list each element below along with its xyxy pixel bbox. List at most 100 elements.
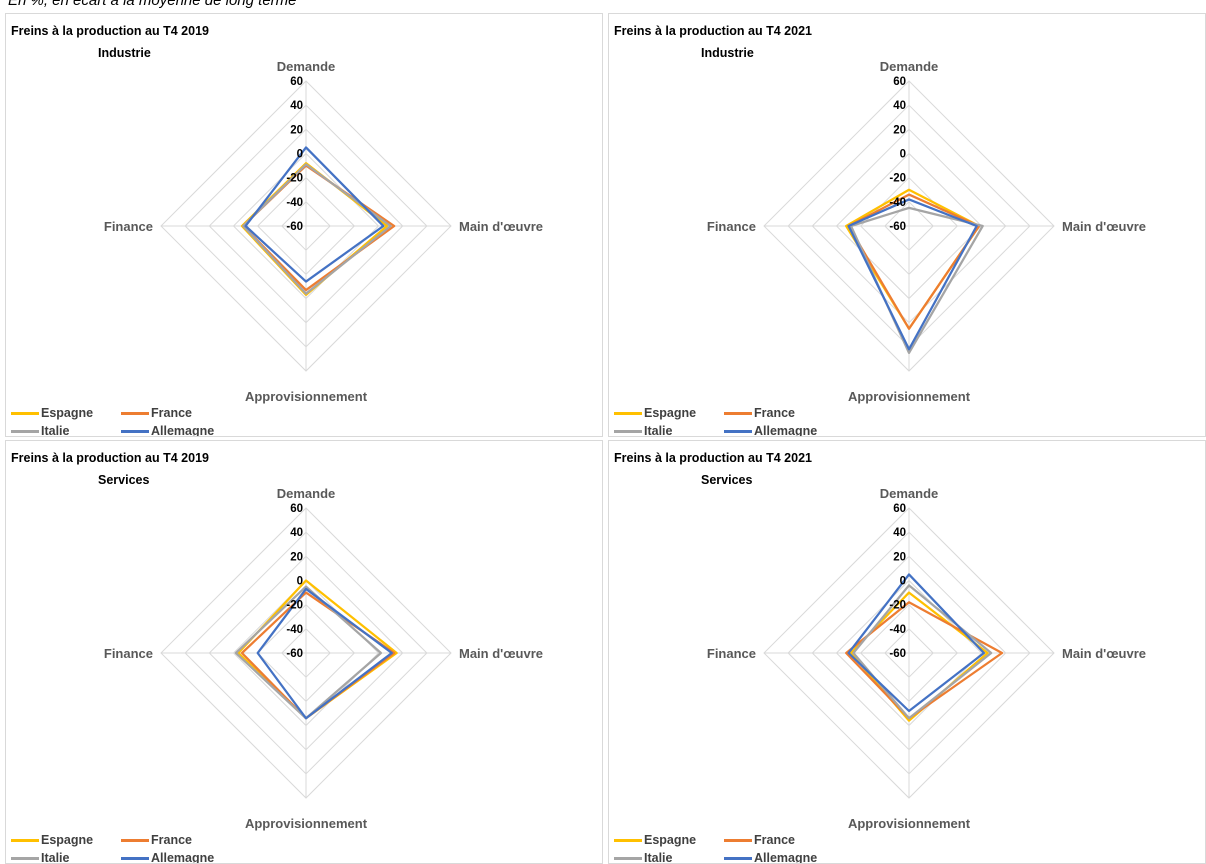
radar-chart: -60 -40 -20 0 20 40 60 Demande Main d'œuvre Appro…: [104, 59, 543, 404]
legend: Espagne France Italie Allemagne: [11, 406, 271, 437]
legend-swatch: [614, 411, 642, 415]
legend-label: Espagne: [41, 406, 94, 420]
axis-label: Main d'œuvre: [459, 219, 543, 234]
tick-label: -60: [889, 648, 906, 660]
tick-label: -60: [286, 221, 303, 233]
radar-chart: -60 -40 -20 0 20 40 60 Demande Main d'œuvre Appro…: [707, 59, 1146, 404]
legend: Espagne France Italie Allemagne: [614, 406, 874, 437]
legend-label: Espagne: [41, 833, 94, 847]
legend-swatch: [614, 856, 642, 860]
legend-label: Allemagne: [754, 424, 818, 437]
legend-swatch: [121, 411, 149, 415]
axis-label: Demande: [277, 59, 336, 74]
legend-label: Allemagne: [151, 424, 215, 437]
radar-panel-industrie-2019: Freins à la production au T4 2019 Indust…: [5, 13, 603, 437]
tick-label: -40: [889, 197, 906, 209]
chart-subtitle: En %, en écart à la moyenne de long term…: [8, 0, 297, 9]
legend-swatch: [724, 856, 752, 860]
legend-swatch: [11, 856, 39, 860]
legend-item-espagne: Espagne: [614, 406, 696, 420]
legend-label: France: [151, 406, 192, 420]
legend-label: Espagne: [644, 833, 697, 847]
legend-label: France: [754, 833, 795, 847]
series-line-italie: [849, 206, 984, 354]
legend: Espagne France Italie Allemagne: [614, 833, 874, 864]
tick-label: 20: [893, 124, 906, 136]
tick-label: 0: [297, 149, 303, 161]
legend-item-france: France: [724, 406, 795, 420]
axis-label: Main d'œuvre: [459, 646, 543, 661]
legend-item-italie: Italie: [11, 424, 70, 437]
radar-panel-services-2019: Freins à la production au T4 2019 Servic…: [5, 440, 603, 864]
legend-label: Espagne: [644, 406, 697, 420]
series-line-france: [240, 591, 396, 720]
legend: Espagne France Italie Allemagne: [11, 833, 271, 864]
legend-swatch: [724, 411, 752, 415]
legend-swatch: [11, 429, 39, 433]
axis-label: Approvisionnement: [245, 816, 368, 831]
legend-label: Italie: [41, 851, 70, 864]
tick-label: 60: [290, 503, 303, 515]
series-line-allemagne: [244, 146, 385, 283]
tick-label: 60: [893, 76, 906, 88]
tick-label: 0: [900, 149, 906, 161]
tick-label: -40: [286, 624, 303, 636]
legend-swatch: [614, 838, 642, 842]
series-line-allemagne: [847, 198, 978, 351]
legend-label: France: [151, 833, 192, 847]
legend-swatch: [121, 856, 149, 860]
legend-label: France: [754, 406, 795, 420]
tick-label: -40: [286, 197, 303, 209]
legend-swatch: [724, 429, 752, 433]
radar-panel-industrie-2021: Freins à la production au T4 2021 Indust…: [608, 13, 1206, 437]
panel-sector: Services: [98, 473, 150, 487]
series-line-france: [847, 193, 981, 330]
legend-item-allemagne: Allemagne: [724, 851, 818, 864]
axis-label: Approvisionnement: [848, 389, 971, 404]
tick-label: -20: [889, 600, 906, 612]
legend-label: Allemagne: [754, 851, 818, 864]
series-line-allemagne: [256, 587, 393, 720]
series-line-italie: [852, 584, 993, 720]
legend-item-espagne: Espagne: [11, 833, 93, 847]
legend-item-france: France: [121, 833, 192, 847]
legend-swatch: [614, 429, 642, 433]
legend-item-france: France: [121, 406, 192, 420]
tick-label: 20: [893, 551, 906, 563]
legend-item-italie: Italie: [614, 851, 673, 864]
axis-label: Approvisionnement: [848, 816, 971, 831]
legend-swatch: [724, 838, 752, 842]
tick-label: -60: [286, 648, 303, 660]
legend-item-italie: Italie: [11, 851, 70, 864]
axis-label: Demande: [880, 59, 939, 74]
legend-swatch: [11, 838, 39, 842]
legend-swatch: [121, 429, 149, 433]
axis-label: Finance: [104, 219, 153, 234]
tick-label: 40: [290, 100, 303, 112]
legend-swatch: [121, 838, 149, 842]
axis-label: Demande: [277, 486, 336, 501]
panel-sector: Services: [701, 473, 753, 487]
legend-item-espagne: Espagne: [614, 833, 696, 847]
legend-swatch: [11, 411, 39, 415]
radar-chart: -60 -40 -20 0 20 40 60 Demande Main d'œuvre Appro…: [707, 486, 1146, 831]
tick-label: 40: [893, 527, 906, 539]
panel-title: Freins à la production au T4 2019: [11, 451, 209, 465]
tick-label: 40: [290, 527, 303, 539]
series-line-allemagne: [847, 573, 986, 713]
panel-title: Freins à la production au T4 2021: [614, 24, 812, 38]
tick-label: -60: [889, 221, 906, 233]
legend-item-espagne: Espagne: [11, 406, 93, 420]
tick-label: -20: [889, 173, 906, 185]
panel-title: Freins à la production au T4 2021: [614, 451, 812, 465]
legend-label: Italie: [41, 424, 70, 437]
tick-label: -40: [889, 624, 906, 636]
axis-label: Finance: [707, 219, 756, 234]
legend-item-france: France: [724, 833, 795, 847]
tick-label: 60: [290, 76, 303, 88]
axis-label: Finance: [707, 646, 756, 661]
legend-label: Italie: [644, 851, 673, 864]
tick-label: -20: [286, 600, 303, 612]
axis-label: Main d'œuvre: [1062, 219, 1146, 234]
panel-sector: Industrie: [98, 46, 151, 60]
